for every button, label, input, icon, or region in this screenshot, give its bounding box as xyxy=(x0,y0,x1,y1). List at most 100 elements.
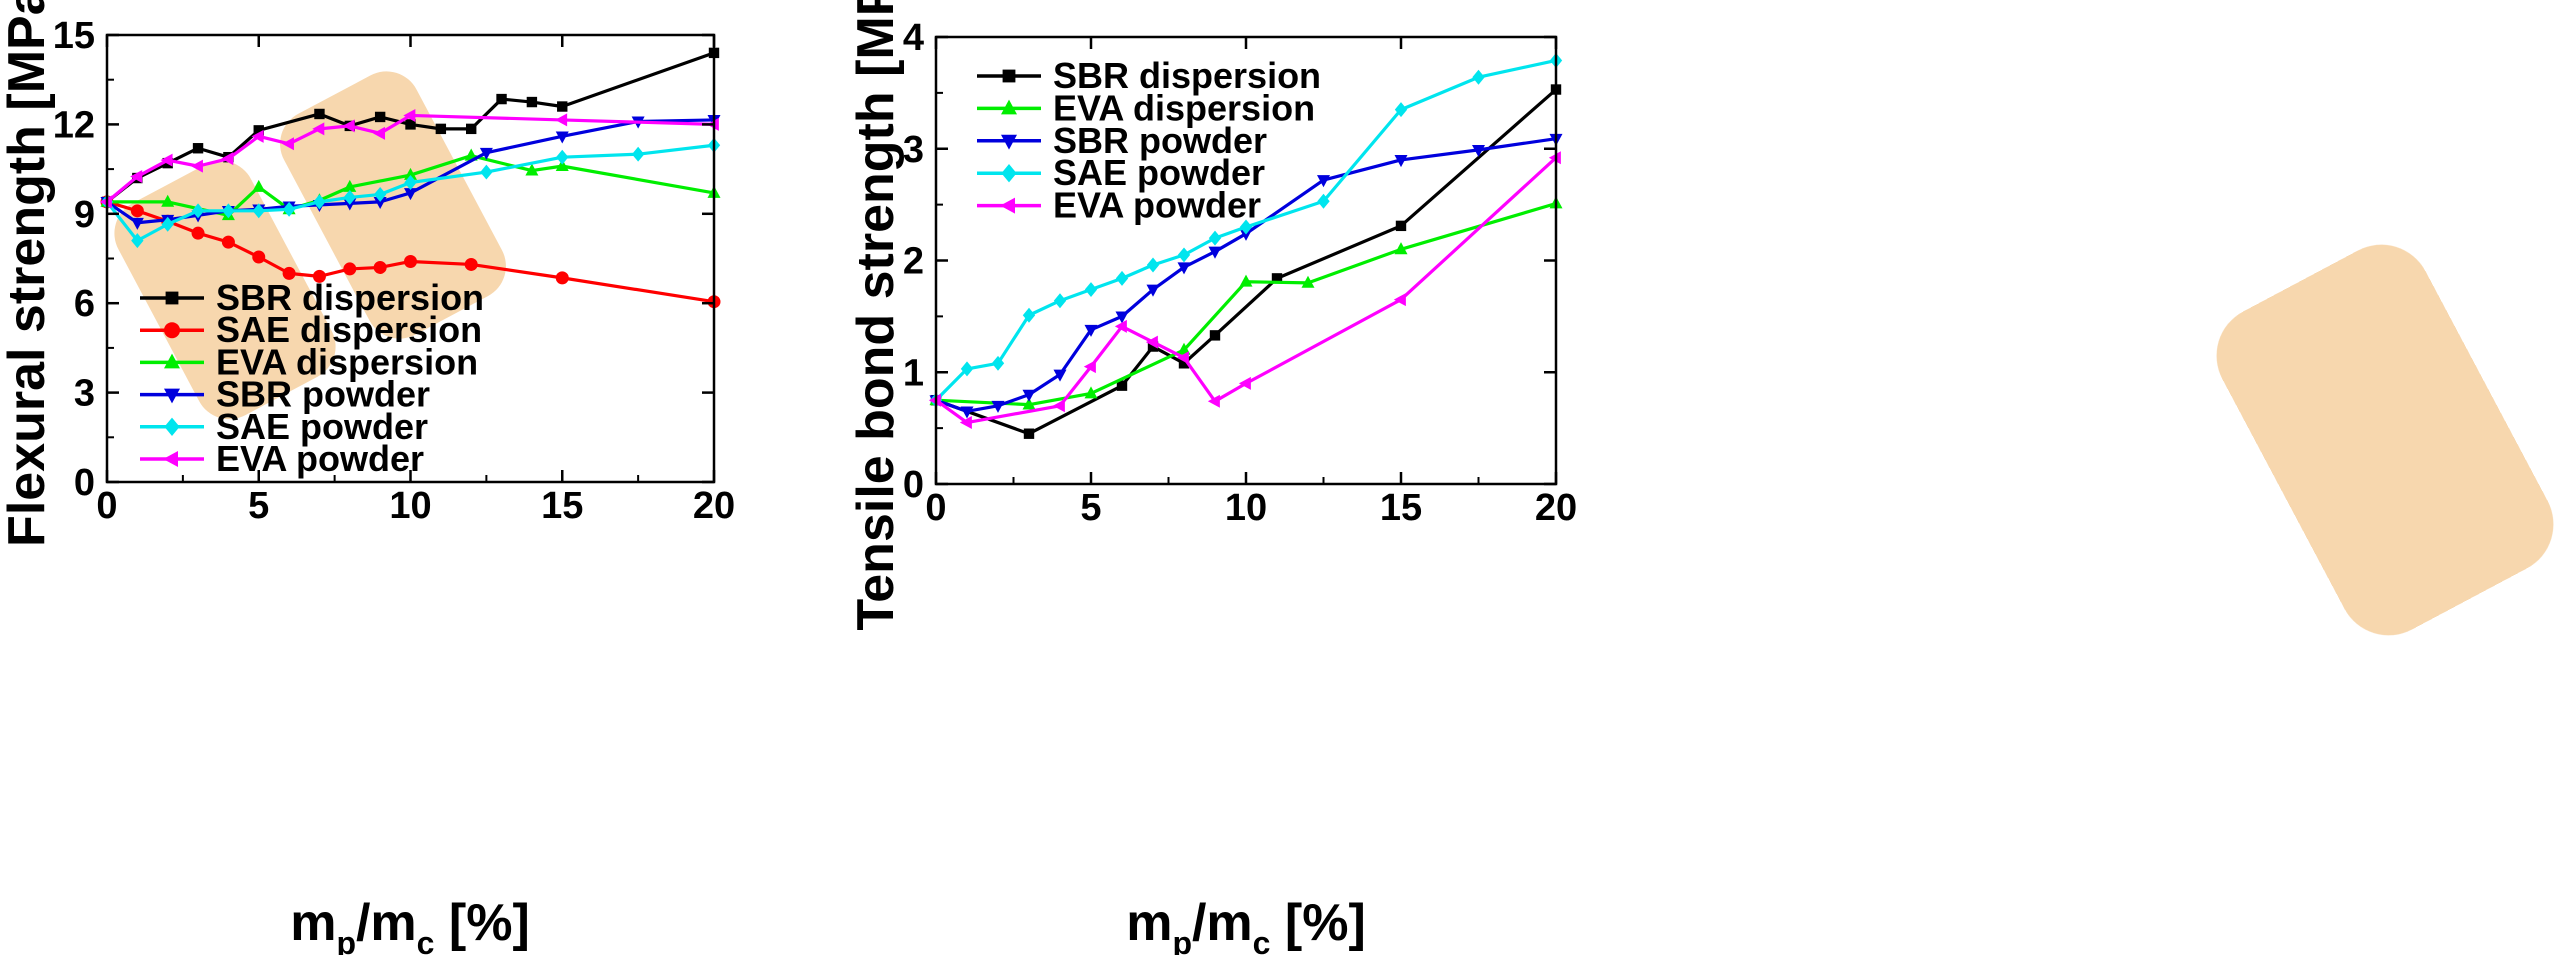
data-point xyxy=(525,163,539,176)
data-point xyxy=(1393,293,1406,307)
data-point xyxy=(496,93,507,105)
data-point xyxy=(221,235,235,249)
data-point xyxy=(313,194,326,210)
data-point xyxy=(555,271,569,285)
legend-item: SAE powder xyxy=(140,406,428,447)
legend-item: EVA powder xyxy=(140,438,424,479)
x-tick-label: 5 xyxy=(1080,487,1101,529)
legend-marker xyxy=(164,322,180,339)
data-point xyxy=(1146,257,1160,273)
data-point xyxy=(191,203,205,219)
data-point xyxy=(343,189,356,205)
data-point xyxy=(1472,144,1485,158)
data-point xyxy=(1083,360,1096,374)
x-tick-label: 15 xyxy=(541,485,583,527)
legend-label: SBR dispersion xyxy=(216,277,484,318)
data-point xyxy=(631,146,645,162)
data-point xyxy=(1147,341,1159,352)
data-point xyxy=(556,149,569,165)
data-point xyxy=(555,131,569,144)
legend-label: SBR dispersion xyxy=(1053,55,1321,96)
data-point xyxy=(1395,220,1407,232)
data-point xyxy=(253,125,264,136)
data-point xyxy=(191,226,205,240)
data-point xyxy=(314,108,325,120)
data-point xyxy=(960,406,974,419)
data-point xyxy=(373,197,387,210)
data-point xyxy=(343,179,357,192)
data-point xyxy=(1239,219,1253,235)
legend-item: SBR dispersion xyxy=(140,277,484,318)
series-line xyxy=(106,51,715,204)
y-tick-label: 0 xyxy=(903,464,924,506)
legend-label: EVA powder xyxy=(1053,185,1261,226)
legend-label: SBR powder xyxy=(216,374,430,415)
y-tick-label: 1 xyxy=(903,352,924,394)
x-tick-label: 0 xyxy=(925,487,946,529)
data-point xyxy=(1177,262,1191,275)
data-point xyxy=(1394,102,1408,118)
data-point xyxy=(1022,307,1036,323)
legend-item: SBR powder xyxy=(140,374,430,415)
data-point xyxy=(373,260,387,274)
data-point xyxy=(557,101,568,112)
data-point xyxy=(282,201,296,217)
data-point xyxy=(1022,397,1036,410)
data-point xyxy=(1022,389,1036,402)
y-tick-label: 2 xyxy=(903,241,924,283)
data-point xyxy=(1146,284,1160,297)
data-point xyxy=(1084,282,1098,298)
data-point xyxy=(464,257,478,271)
data-point xyxy=(1114,319,1127,333)
data-point xyxy=(1177,342,1191,355)
data-point xyxy=(404,175,417,190)
data-point xyxy=(130,217,144,230)
data-point xyxy=(1145,335,1158,349)
data-point xyxy=(555,158,569,171)
x-axis-title: mp/mc [%] xyxy=(290,894,530,955)
data-point xyxy=(1209,330,1221,341)
x-tick-label: 15 xyxy=(1380,487,1422,529)
legend-marker xyxy=(164,417,180,436)
data-point xyxy=(374,111,386,123)
legend-item: SAE powder xyxy=(977,152,1265,193)
data-point xyxy=(1317,175,1330,188)
data-point xyxy=(1116,380,1128,391)
data-point xyxy=(252,179,266,192)
data-point xyxy=(161,194,175,207)
legend-label: EVA dispersion xyxy=(1053,87,1315,128)
data-point xyxy=(1394,155,1408,168)
x-tick-label: 20 xyxy=(693,485,735,527)
data-point xyxy=(555,113,568,127)
data-point xyxy=(405,119,416,130)
data-point xyxy=(1084,324,1098,337)
data-point xyxy=(252,203,265,219)
data-point xyxy=(435,123,447,135)
y-tick-label: 3 xyxy=(903,129,924,171)
y-tick-label: 6 xyxy=(74,283,95,325)
data-point xyxy=(480,164,493,180)
legend-marker xyxy=(163,451,178,467)
y-tick-label: 12 xyxy=(53,104,95,146)
data-point xyxy=(130,204,144,218)
data-point xyxy=(373,186,387,202)
legend-marker xyxy=(1002,69,1016,83)
data-point xyxy=(959,416,972,430)
data-point xyxy=(282,266,296,280)
legend-item: EVA powder xyxy=(977,185,1261,226)
data-point xyxy=(190,159,203,173)
series-1 xyxy=(929,196,1563,410)
data-point xyxy=(404,254,417,268)
legend-marker xyxy=(1001,134,1017,150)
legend-item: SAE dispersion xyxy=(140,309,482,350)
legend-item: SBR dispersion xyxy=(977,55,1321,96)
legend-label: SAE powder xyxy=(216,406,428,447)
legend-marker xyxy=(165,291,179,305)
x-tick-label: 5 xyxy=(248,485,269,527)
data-point xyxy=(1115,311,1129,324)
y-tick-label: 15 xyxy=(53,15,95,57)
data-point xyxy=(343,262,357,276)
data-point xyxy=(991,355,1005,371)
